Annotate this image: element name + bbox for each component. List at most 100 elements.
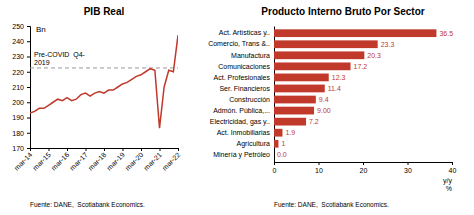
chart-figure: mar-14mar-15mar-16mar-17mar-18mar-19mar-… <box>0 0 474 215</box>
y-tick-label: 200 <box>12 99 24 106</box>
y-tick-mark <box>27 118 30 119</box>
y-tick: 210 <box>12 84 30 91</box>
y-tick: Act. Artísticas y.. <box>219 29 274 37</box>
y-tick-mark <box>27 26 30 27</box>
reference-line <box>30 67 178 68</box>
texts: Pre-COVID Q4-2019BnPIB RealFuente: DANE,… <box>30 6 145 208</box>
category-label: Comercio, Trans &.. <box>208 40 270 47</box>
y-tick-label: 190 <box>12 114 24 121</box>
data-label: 12.3 <box>332 74 346 81</box>
source-note: Fuente: DANE, Scotiabank Economics. <box>30 201 145 208</box>
y-tick-mark <box>27 72 30 73</box>
y-tick-mark <box>27 87 30 88</box>
y-tick: Act. Profesionales <box>214 74 274 81</box>
x-tick-mark <box>363 162 364 165</box>
category-label: Act. Artísticas y.. <box>219 29 270 37</box>
data-label: 0.0 <box>277 151 287 158</box>
x-tick-mark <box>178 148 179 151</box>
y-tick-mark <box>27 41 30 42</box>
x-tick: mar-17 <box>68 148 89 172</box>
x-tick-mark <box>408 162 409 165</box>
y-tick-mark <box>27 102 30 103</box>
x-tick-label: 40 <box>449 167 457 174</box>
y-tick: 180 <box>12 129 30 136</box>
x-tick: mar-21 <box>142 148 163 172</box>
bar <box>274 118 306 126</box>
y-tick: Manufactura <box>231 52 274 59</box>
category-label: Manufactura <box>231 52 270 59</box>
y-tick: 250 <box>12 23 30 30</box>
x-tick: 40 <box>449 162 457 174</box>
x-tick-mark <box>141 148 142 151</box>
x-axis-label-line: % <box>446 185 452 192</box>
category-label: Comunicaciones <box>218 63 270 70</box>
x-axis-label-line: y/y <box>443 177 452 185</box>
x-tick-label: 20 <box>360 167 368 174</box>
chart-title: Producto Interno Bruto Por Sector <box>261 6 424 17</box>
reference-label-line: Pre-COVID Q4- <box>34 51 86 59</box>
bar <box>274 129 282 137</box>
data-label: 9.4 <box>319 96 329 103</box>
category-label: Ser. Financieros <box>219 85 270 92</box>
x-tick-mark <box>86 148 87 151</box>
x-tick-label: mar-17 <box>68 151 89 172</box>
y-axis-label: Bn <box>36 25 46 34</box>
bar <box>274 29 436 37</box>
x-tick: mar-16 <box>50 148 71 172</box>
x-tick-label: mar-18 <box>87 151 108 172</box>
y-tick: Comercio, Trans &.. <box>208 40 274 47</box>
category-label: Act. Inmobiliarias <box>217 129 271 136</box>
x-tick-mark <box>67 148 68 151</box>
source-note: Fuente: DANE, Scotiabank Economics. <box>274 201 389 208</box>
y-tick: Admón. Pública,... <box>213 107 274 114</box>
x-tick-label: mar-22 <box>161 151 182 172</box>
data-line <box>30 35 178 128</box>
y-tick: 170 <box>12 145 30 152</box>
data-label: 1.9 <box>285 129 295 136</box>
y-tick: Act. Inmobiliarias <box>217 129 274 136</box>
x-tick: 10 <box>315 162 323 174</box>
bar <box>274 151 275 159</box>
x-axis: mar-14mar-15mar-16mar-17mar-18mar-19mar-… <box>13 148 182 172</box>
bar <box>274 96 316 104</box>
y-tick: Electricidad, gas y.. <box>210 118 274 126</box>
x-tick-label: mar-15 <box>31 151 52 172</box>
x-tick-label: mar-20 <box>124 151 145 172</box>
category-label: Admón. Pública,... <box>213 107 270 114</box>
y-tick: Minería y Petróleo <box>213 151 274 159</box>
category-label: Act. Profesionales <box>214 74 271 81</box>
y-tick-mark <box>27 57 30 58</box>
category-label: Minería y Petróleo <box>213 151 270 159</box>
bar <box>274 74 329 82</box>
x-tick: mar-15 <box>31 148 52 172</box>
x-tick-mark <box>49 148 50 151</box>
category-label: Agricultura <box>237 140 271 148</box>
x-tick-label: 30 <box>404 167 412 174</box>
y-tick: 200 <box>12 99 30 106</box>
x-tick: mar-18 <box>87 148 108 172</box>
y-axis: 170180190200210220230240250 <box>12 23 30 152</box>
x-axis-label: y/y% <box>443 177 452 192</box>
y-tick-label: 230 <box>12 53 24 60</box>
axis-line <box>31 149 179 152</box>
y-tick: 190 <box>12 114 30 121</box>
x-tick-mark <box>104 148 105 151</box>
axis-line <box>275 163 453 166</box>
data-label: 7.2 <box>309 118 319 125</box>
x-tick: mar-20 <box>124 148 145 172</box>
y-tick-label: 180 <box>12 129 24 136</box>
x-tick: 0 <box>273 162 277 174</box>
data-label: 36.5 <box>439 30 453 37</box>
bar <box>274 40 378 48</box>
bar-chart: 0 10 20 30 40 Minería y Petróleo Agricultura Ac… <box>208 6 456 208</box>
bar <box>274 140 278 148</box>
x-tick-mark <box>319 162 320 165</box>
x-tick-label: mar-19 <box>105 151 126 172</box>
x-tick: 30 <box>404 162 412 174</box>
y-tick: Ser. Financieros <box>219 85 274 92</box>
chart-title: PIB Real <box>84 6 125 17</box>
x-tick: mar-19 <box>105 148 126 172</box>
bar <box>274 62 351 70</box>
x-axis: 0 10 20 30 40 <box>273 162 457 174</box>
x-tick-label: 0 <box>273 167 277 174</box>
